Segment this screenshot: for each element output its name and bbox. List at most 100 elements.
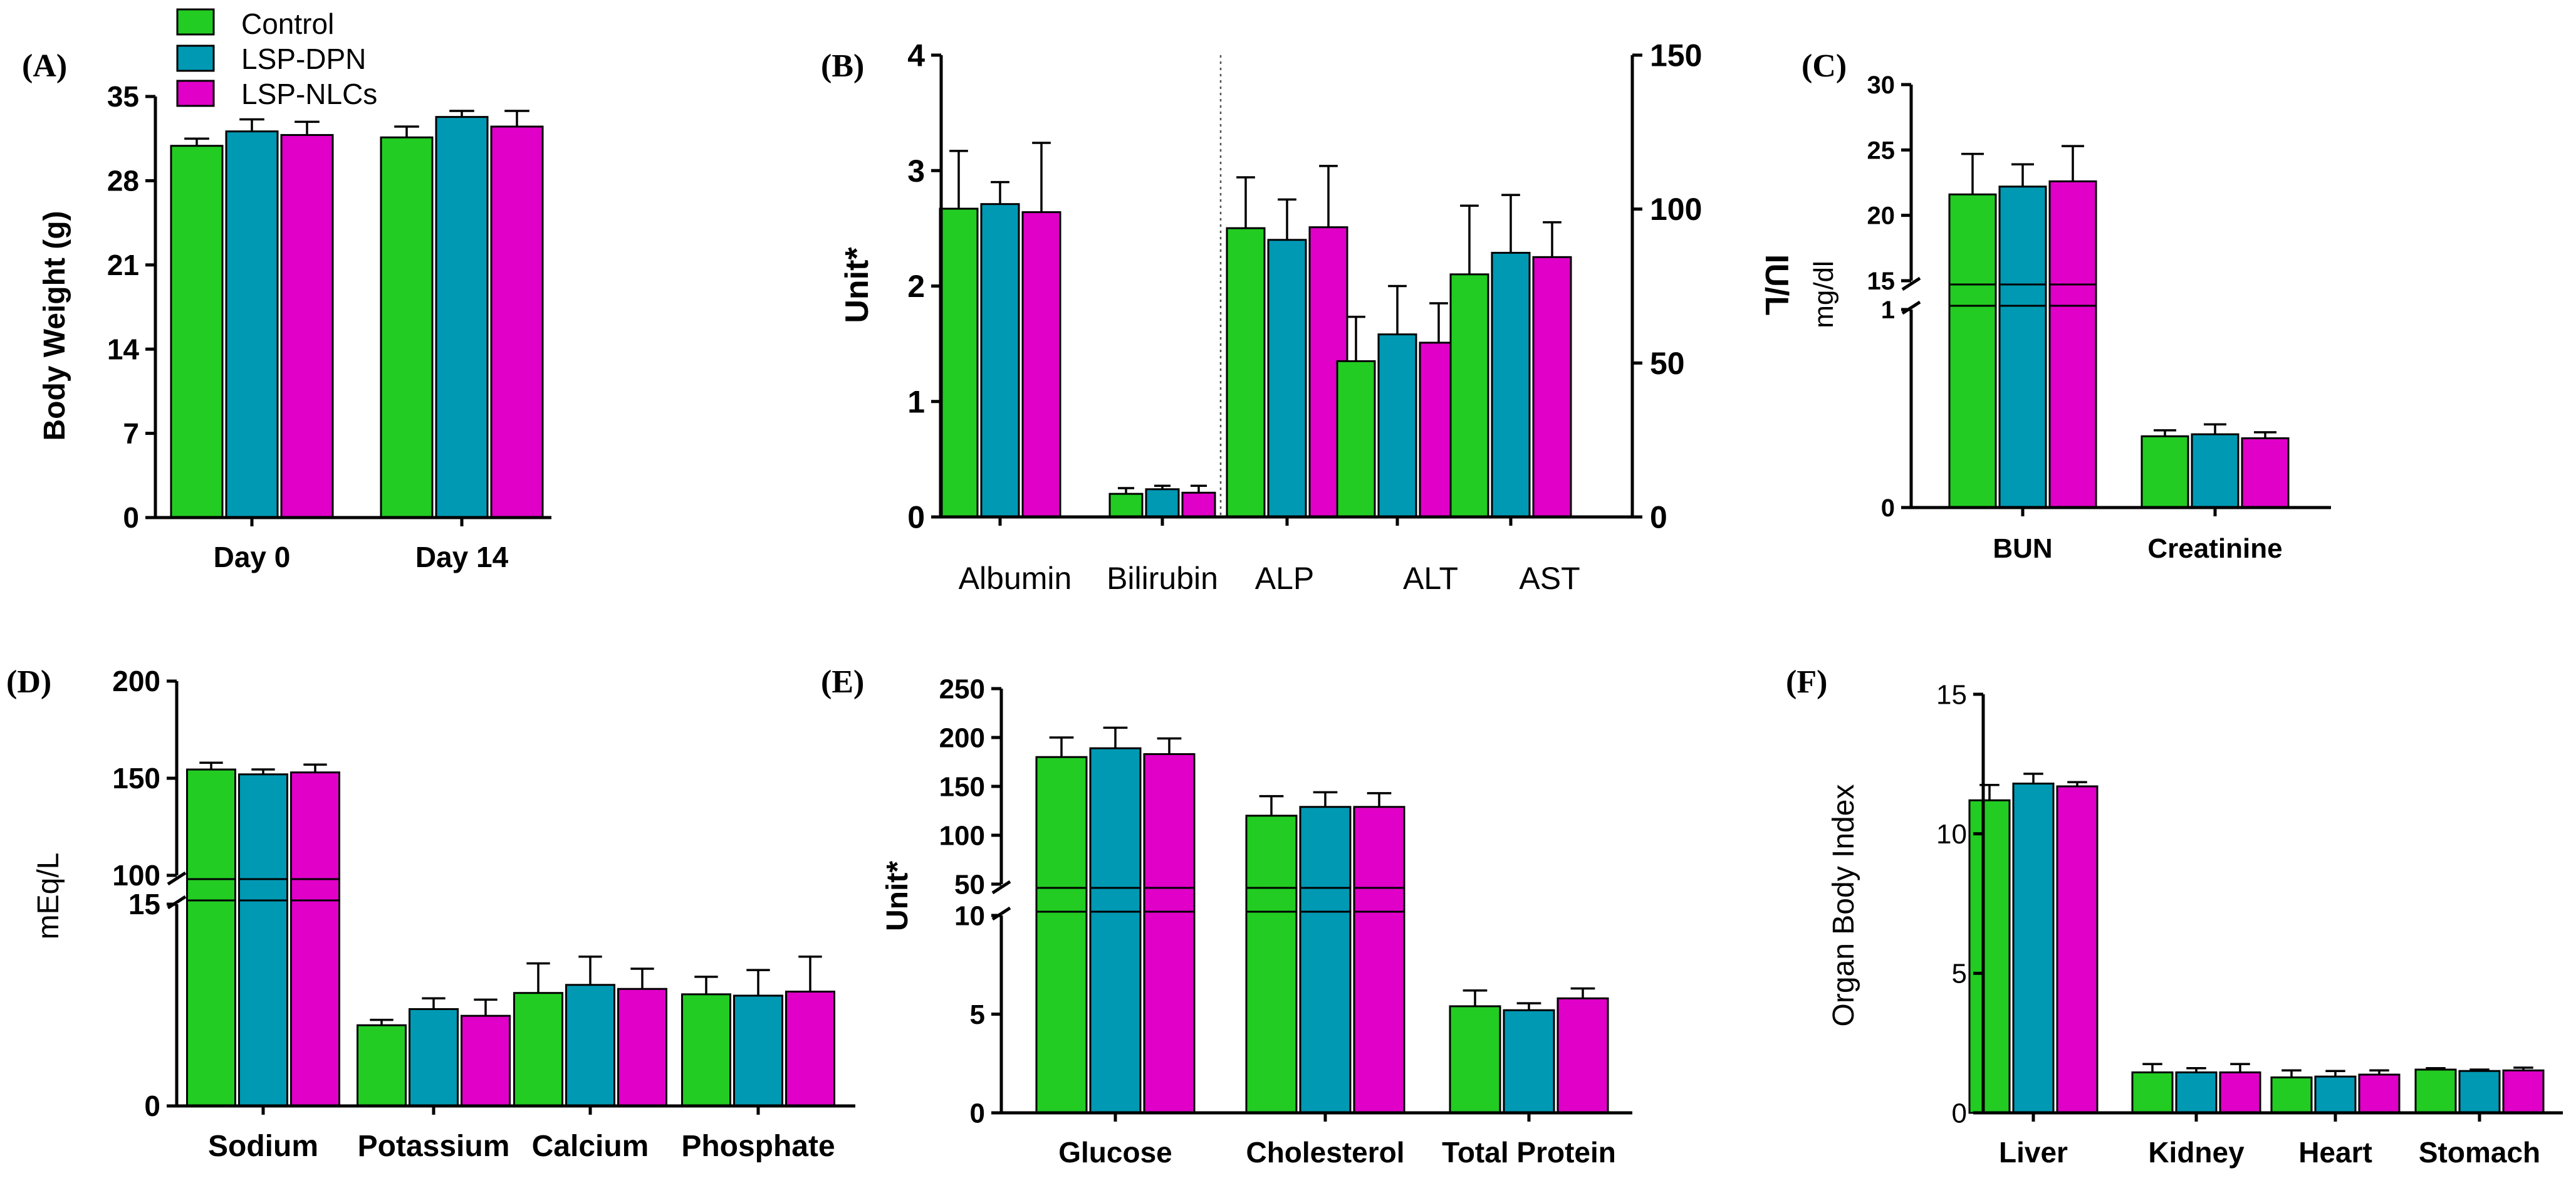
bar-albumin-1 [980, 203, 1020, 518]
y-tick-label: 1 [907, 384, 925, 419]
xlabel-a-day0: Day 0 [214, 541, 291, 573]
legend-swatch-lspnlcs [176, 80, 215, 107]
xlabel-e-totalprotein: Total Protein [1442, 1136, 1616, 1169]
xlabel-f-heart: Heart [2298, 1136, 2372, 1169]
bar-stomach-2 [2502, 1069, 2545, 1114]
bar-heart-2 [2358, 1073, 2401, 1114]
y-tick-label: 7 [123, 417, 139, 450]
xlabel-b-alp: ALP [1255, 561, 1315, 596]
bar-total-protein-1 [1503, 1009, 1555, 1114]
bar-potassium-1 [409, 1008, 459, 1107]
chart-a: 0 7 14 21 28 35 [107, 80, 551, 534]
y-tick-label: 200 [939, 722, 985, 753]
y-tick-label: 1 [1881, 296, 1895, 324]
xlabel-e-glucose: Glucose [1058, 1136, 1172, 1169]
axis-break-mark [1901, 300, 1921, 315]
bar-kidney-2 [2219, 1071, 2261, 1114]
ylabel-b-right: IU/L [1758, 254, 1795, 316]
bar-ast-0 [1449, 273, 1489, 518]
y-tick-label: 35 [107, 80, 139, 113]
bar-bun-2 [2048, 180, 2097, 509]
xlabel-c-creatinine: Creatinine [2147, 533, 2282, 564]
ylabel-e: Unit* [881, 861, 914, 931]
bar-alt-0 [1336, 360, 1376, 518]
bar-day-0-2 [280, 133, 334, 519]
bar-phosphate-0 [681, 993, 731, 1107]
bar-bun-0 [1948, 193, 1997, 509]
legend-label-control: Control [241, 8, 334, 40]
y-tick-label: 100 [939, 820, 985, 851]
xlabel-f-kidney: Kidney [2148, 1136, 2245, 1169]
bar-potassium-2 [461, 1014, 511, 1107]
axis-break-mark [167, 871, 187, 886]
bar-calcium-0 [513, 992, 563, 1107]
y-tick-label: 150 [1650, 38, 1702, 73]
chart-d: 100 150 200 0 15 [112, 665, 855, 1122]
bar-bilirubin-1 [1145, 488, 1180, 518]
xlabel-d-potassium: Potassium [358, 1130, 510, 1163]
bar-alp-0 [1226, 227, 1266, 518]
bar-cholesterol-0 [1245, 815, 1298, 1114]
chart-c: 15 20 25 30 0 1 [1867, 71, 2331, 522]
xlabel-d-sodium: Sodium [208, 1130, 318, 1163]
bar-albumin-2 [1021, 211, 1061, 518]
xlabel-b-albumin: Albumin [959, 561, 1072, 596]
xlabel-e-cholesterol: Cholesterol [1246, 1136, 1404, 1169]
y-tick-label: 0 [1881, 494, 1895, 522]
bar-heart-0 [2270, 1076, 2313, 1114]
xlabel-b-alt: ALT [1403, 561, 1458, 596]
bar-total-protein-2 [1557, 997, 1609, 1114]
bar-bilirubin-0 [1108, 493, 1144, 518]
bar-glucose-0 [1035, 756, 1088, 1114]
bar-alp-1 [1267, 239, 1307, 518]
xlabel-b-bilirubin: Bilirubin [1107, 561, 1218, 596]
y-tick-label: 0 [123, 501, 139, 534]
bar-sodium-2 [290, 771, 340, 1107]
bar-creatinine-2 [2241, 437, 2290, 509]
bar-sodium-0 [186, 768, 236, 1107]
axis-break-mark [991, 880, 1011, 895]
xlabel-d-phosphate: Phosphate [681, 1130, 835, 1163]
bar-total-protein-0 [1449, 1005, 1501, 1114]
y-tick-label: 0 [1650, 500, 1667, 535]
xlabel-d-calcium: Calcium [532, 1130, 649, 1163]
bar-ast-1 [1491, 251, 1531, 518]
y-tick-label: 0 [907, 500, 925, 535]
xlabel-f-stomach: Stomach [2419, 1136, 2540, 1169]
bar-day-0-0 [170, 145, 224, 519]
axis-break-mark [991, 906, 1011, 921]
legend-swatch-control [176, 8, 215, 36]
xlabel-a-day14: Day 14 [415, 541, 509, 573]
ylabel-c: mg/dl [1808, 261, 1839, 328]
ylabel-d: mEq/L [32, 853, 65, 940]
panel-label-c: (C) [1802, 48, 1847, 84]
ylabel-f: Organ Body Index [1827, 784, 1860, 1027]
y-tick-label: 0 [1952, 1098, 1967, 1128]
y-tick-label: 0 [970, 1098, 985, 1128]
bar-calcium-2 [617, 988, 667, 1107]
y-tick-label: 250 [939, 674, 985, 704]
bar-day-14-0 [380, 136, 434, 519]
y-tick-label: 2 [907, 269, 925, 304]
bar-sodium-1 [238, 773, 288, 1107]
ylabel-b: Unit* [839, 247, 875, 323]
bar-phosphate-1 [733, 994, 783, 1107]
bar-glucose-1 [1089, 747, 1142, 1114]
xlabel-f-liver: Liver [1999, 1136, 2068, 1169]
bar-creatinine-1 [2191, 433, 2240, 509]
bar-liver-1 [2012, 783, 2055, 1114]
legend-label-lspnlcs: LSP-NLCs [241, 78, 377, 110]
bar-liver-0 [1968, 799, 2011, 1114]
y-tick-label: 200 [112, 665, 160, 697]
y-tick-label: 28 [107, 165, 139, 197]
y-tick-label: 4 [907, 38, 925, 73]
axis-break-mark [1901, 276, 1921, 291]
y-tick-label: 5 [1952, 959, 1967, 989]
bar-alt-1 [1377, 333, 1417, 518]
panel-label-b: (B) [821, 48, 864, 84]
bar-cholesterol-2 [1353, 806, 1405, 1114]
bar-bun-1 [1998, 185, 2047, 509]
bar-bilirubin-2 [1181, 491, 1216, 518]
legend-swatch-lspdpn [176, 44, 215, 72]
